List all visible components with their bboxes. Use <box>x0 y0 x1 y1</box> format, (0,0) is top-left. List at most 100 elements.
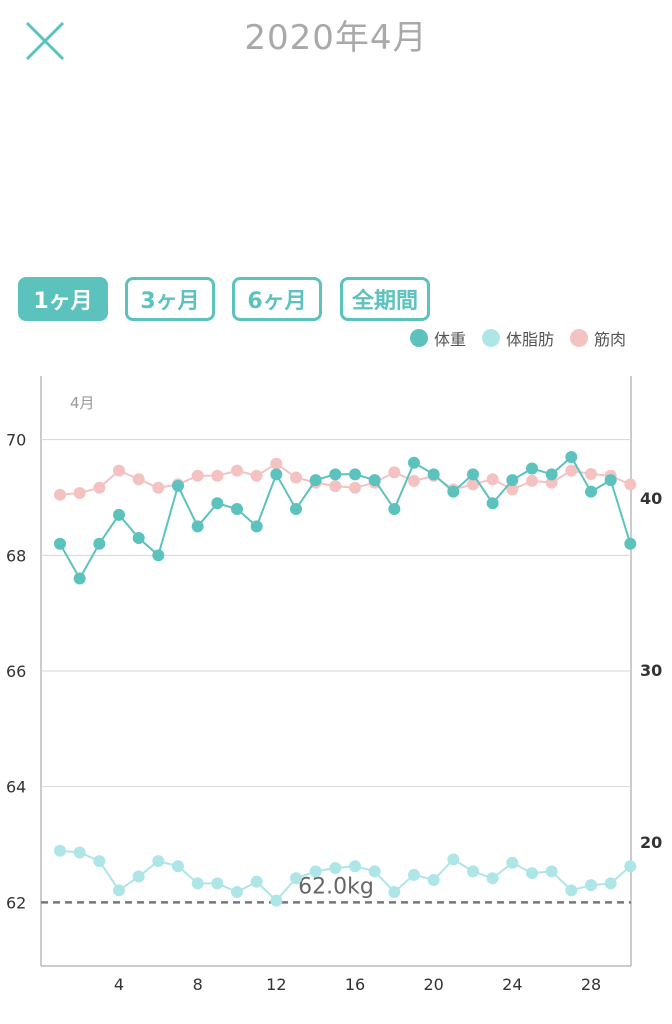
muscle-point <box>545 476 558 489</box>
body-composition-chart: 62 64 66 68 70 20 30 40 4 8 12 16 20 24 28 4月 62.0kg <box>6 376 662 994</box>
body-fat-point <box>624 860 637 873</box>
weight-point <box>329 468 342 481</box>
muscle-point <box>152 481 165 494</box>
target-label: 62.0kg <box>298 874 374 899</box>
weight-point <box>349 468 361 481</box>
body-fat-point <box>93 855 106 868</box>
body-fat-point <box>73 846 86 859</box>
close-icon[interactable] <box>24 20 66 62</box>
muscle-point <box>290 471 302 484</box>
body-fat-point <box>447 853 460 866</box>
weight-point <box>486 497 499 510</box>
body-fat-point <box>329 861 342 874</box>
weight-point <box>427 468 440 481</box>
body-fat-point <box>250 875 263 888</box>
page-title: 2020年4月 <box>244 18 428 58</box>
muscle-point <box>526 474 538 487</box>
y-tick-label: 70 <box>6 431 26 450</box>
body-fat-point <box>545 865 558 878</box>
weight-point <box>624 537 637 550</box>
chart-legend: 体重 体脂肪 筋肉 <box>409 326 626 350</box>
tab-all-time[interactable]: 全期間 <box>340 277 430 321</box>
body-fat-point <box>408 868 420 881</box>
weight-legend-dot <box>409 329 428 347</box>
muscle-point <box>73 486 86 499</box>
weight-point <box>191 520 204 533</box>
muscle-point <box>231 464 243 477</box>
x-tick-label: 24 <box>502 975 522 994</box>
muscle-point <box>486 473 499 486</box>
body-fat-point <box>526 867 538 880</box>
y-tick-label: 66 <box>6 662 26 681</box>
weight-point <box>113 508 125 521</box>
body-fat-point <box>54 844 66 857</box>
weight-point <box>231 503 243 516</box>
muscle-point <box>270 457 283 470</box>
body-fat-point <box>132 870 145 883</box>
body-fat-point <box>309 865 322 878</box>
muscle-point <box>565 464 578 477</box>
muscle-legend-dot <box>569 329 588 347</box>
weight-point <box>54 537 66 550</box>
y2-tick-label: 30 <box>640 661 662 680</box>
x-tick-label: 20 <box>423 975 443 994</box>
y-tick-label: 62 <box>6 893 26 912</box>
tab-3-months[interactable]: 3ヶ月 <box>125 277 215 321</box>
weight-point <box>408 456 420 469</box>
weight-line <box>59 455 632 581</box>
weight-point <box>604 474 617 487</box>
body-fat-point <box>191 877 204 890</box>
body-fat-point <box>270 894 283 907</box>
legend-muscle-label: 筋肉 <box>593 330 626 349</box>
muscle-point <box>467 478 479 491</box>
muscle-point <box>93 481 106 494</box>
y2-tick-label: 20 <box>640 833 662 852</box>
legend-weight-label: 体重 <box>433 330 466 349</box>
weight-point <box>467 468 479 481</box>
month-label: 4月 <box>70 394 95 412</box>
body-fat-point <box>486 872 499 885</box>
muscle-point <box>211 469 224 482</box>
muscle-point <box>329 480 342 493</box>
body-fat-point <box>231 886 243 899</box>
body-fat-point <box>506 856 519 869</box>
x-tick-label: 16 <box>345 975 365 994</box>
body-fat-point <box>388 886 401 899</box>
body-fat-point <box>290 872 302 885</box>
weight-point <box>132 531 145 544</box>
weight-point <box>545 468 558 481</box>
body-fat-point <box>585 879 597 892</box>
weight-point <box>585 485 597 498</box>
weight-point <box>388 503 401 516</box>
muscle-point <box>191 469 204 482</box>
weight-point <box>447 485 460 498</box>
muscle-point <box>408 474 420 487</box>
muscle-point <box>349 481 361 494</box>
legend-weight: 体重 <box>409 326 466 350</box>
weight-point <box>93 537 106 550</box>
body-fat-point <box>565 884 578 897</box>
weight-point <box>152 549 165 562</box>
weight-point <box>73 572 86 585</box>
body-fat-point <box>368 865 381 878</box>
body-fat-point <box>349 860 361 873</box>
y2-tick-label: 40 <box>640 489 662 508</box>
body-fat-point <box>467 865 479 878</box>
body-fat-point <box>604 877 617 890</box>
x-tick-label: 28 <box>581 975 601 994</box>
weight-point <box>526 462 538 475</box>
body-fat-legend-dot <box>481 329 500 347</box>
tab-1-month[interactable]: 1ヶ月 <box>18 277 108 321</box>
muscle-line <box>59 462 631 496</box>
weight-point <box>250 520 263 533</box>
y-tick-label: 64 <box>6 778 26 797</box>
muscle-point <box>585 468 597 481</box>
muscle-point <box>54 488 66 501</box>
legend-body-fat-label: 体脂肪 <box>505 330 554 349</box>
weight-point <box>270 468 283 481</box>
muscle-point <box>624 478 637 491</box>
body-fat-point <box>152 855 165 868</box>
tab-6-months[interactable]: 6ヶ月 <box>232 277 322 321</box>
weight-point <box>309 474 322 487</box>
body-fat-point <box>113 884 125 897</box>
